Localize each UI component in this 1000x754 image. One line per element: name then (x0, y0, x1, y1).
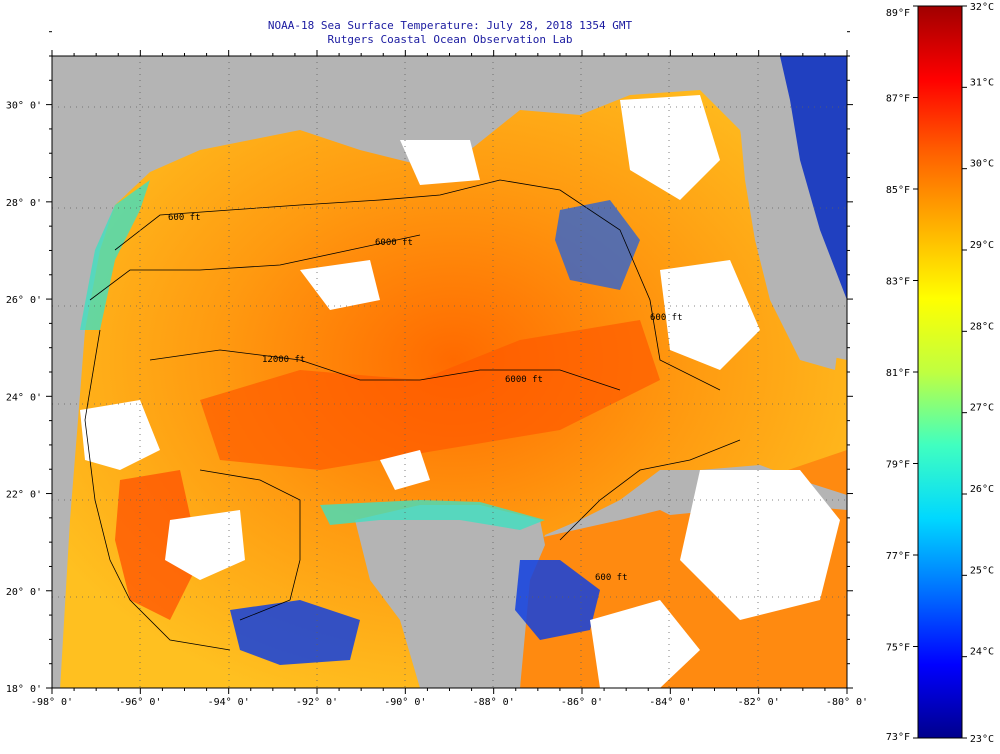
lon-tick-label: -90° 0' (384, 697, 426, 708)
lat-tick-label: 24° 0' (6, 392, 42, 403)
colorbar-c-label: 30°C (970, 159, 994, 170)
yucatan-cool-band (320, 500, 545, 530)
warm-core (200, 320, 660, 470)
colorbar (917, 5, 963, 739)
warm-campeche (115, 470, 200, 620)
map-title: NOAA-18 Sea Surface Temperature: July 28… (267, 19, 633, 32)
atlantic-water (780, 56, 847, 300)
map-area (52, 56, 847, 688)
lon-tick-label: -96° 0' (119, 697, 161, 708)
contour-label: 600 ft (595, 573, 628, 583)
colorbar-c-label: 29°C (970, 240, 994, 251)
lon-tick-label: -98° 0' (31, 697, 73, 708)
contour-label: 12000 ft (262, 355, 305, 365)
colorbar-f-label: 89°F (886, 8, 910, 19)
bathymetry-contours (84, 179, 741, 651)
colorbar-c-label: 26°C (970, 484, 994, 495)
colorbar-c-label: 24°C (970, 647, 994, 658)
lon-tick-label: -84° 0' (649, 697, 691, 708)
east-gulf-cool (555, 200, 640, 290)
colorbar-c-label: 25°C (970, 565, 994, 576)
lat-tick-label: 30° 0' (6, 101, 42, 112)
graticule (52, 56, 847, 688)
lat-tick-label: 18° 0' (6, 684, 42, 695)
colorbar-f-label: 79°F (886, 460, 910, 471)
colorbar-labels: 89°F 87°F 85°F 83°F 81°F 79°F 77°F 75°F 73°F 32°C… (886, 2, 994, 745)
lon-tick-label: -92° 0' (296, 697, 338, 708)
map-subtitle: Rutgers Coastal Ocean Observation Lab (327, 33, 573, 46)
colorbar-c-label: 27°C (970, 403, 994, 414)
axis-ticks: -98° 0' -96° 0' -94° 0' -92° 0' -90° 0' -88° … (6, 31, 868, 708)
florida-land (740, 125, 840, 370)
contour-label-group: 600 ft 6000 ft 12000 ft 6000 ft 600 ft 6… (168, 213, 683, 583)
bay-campeche-cool (230, 600, 360, 665)
colorbar-c-label: 23°C (970, 734, 994, 745)
contour-label: 6000 ft (375, 238, 413, 248)
colorbar-f-label: 81°F (886, 368, 910, 379)
colorbar-f-label: 85°F (886, 185, 910, 196)
lon-tick-label: -86° 0' (561, 697, 603, 708)
lat-tick-label: 20° 0' (6, 587, 42, 598)
contour-label: 600 ft (168, 213, 201, 223)
contour-label: 600 ft (650, 313, 683, 323)
colorbar-f-label: 73°F (886, 732, 910, 743)
colorbar-f-label: 75°F (886, 643, 910, 654)
colorbar-f-label: 87°F (886, 94, 910, 105)
yucatan-channel-cool (515, 560, 600, 640)
lon-tick-label: -94° 0' (208, 697, 250, 708)
lat-tick-label: 22° 0' (6, 490, 42, 501)
colorbar-c-label: 31°C (970, 77, 994, 88)
texas-cool-band (80, 180, 150, 330)
cloud-mask (80, 95, 840, 688)
colorbar-f-label: 83°F (886, 277, 910, 288)
yucatan-land (355, 505, 545, 688)
colorbar-c-label: 28°C (970, 321, 994, 332)
lon-tick-label: -82° 0' (738, 697, 780, 708)
lat-tick-label: 26° 0' (6, 295, 42, 306)
colorbar-f-label: 77°F (886, 551, 910, 562)
colorbar-c-label: 32°C (970, 2, 994, 13)
lat-tick-label: 28° 0' (6, 198, 42, 209)
lon-tick-label: -88° 0' (473, 697, 515, 708)
lon-tick-label: -80° 0' (826, 697, 868, 708)
contour-label: 6000 ft (505, 375, 543, 385)
